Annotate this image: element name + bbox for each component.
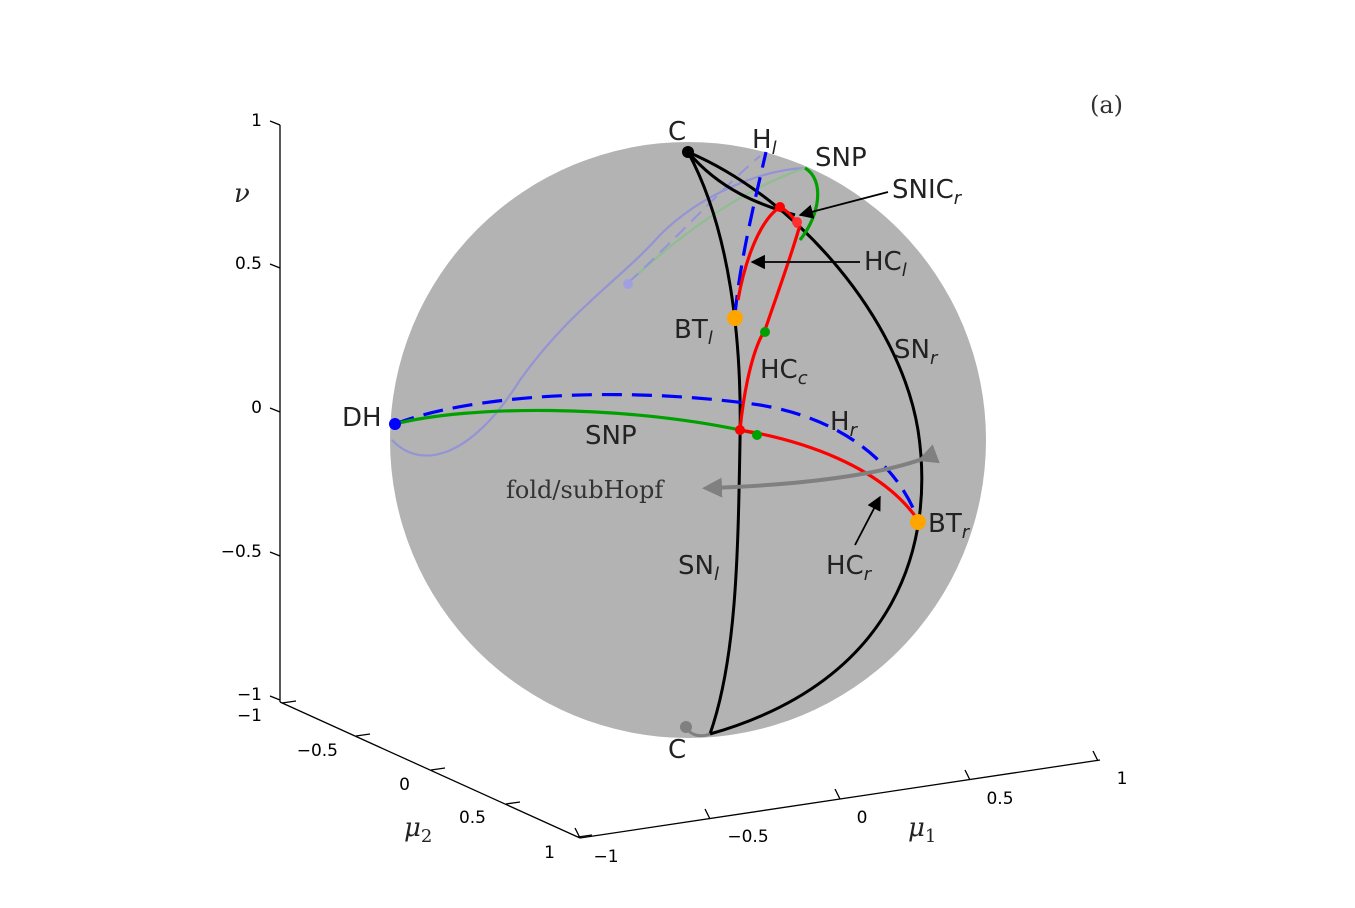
- sn-l-label: SNl: [678, 551, 719, 585]
- sn-left-curve: [686, 151, 742, 735]
- c-bottom-hook: [684, 726, 711, 738]
- snp-main-curve: [394, 408, 759, 436]
- mu1-tick-label: −0.5: [727, 827, 768, 847]
- snp-curves: [394, 166, 820, 436]
- hc-c-label: HCc: [760, 355, 808, 389]
- snic-arrow: [798, 191, 889, 219]
- snp-top-curve: [798, 166, 820, 241]
- parameter-sphere: [390, 142, 986, 738]
- bt-l-point: [727, 310, 743, 326]
- axes-frame: [269, 120, 1101, 839]
- bt-l-label: BTl: [674, 315, 713, 349]
- sn-upper-arc: [686, 151, 796, 217]
- annotation-arrows: [750, 191, 889, 546]
- c-top-point: [682, 146, 694, 158]
- hidden-snp-curve: [391, 166, 806, 457]
- hidden-curves: [391, 155, 806, 457]
- nu-tick-label: 0.5: [235, 254, 262, 274]
- c-top-label: C: [668, 117, 686, 147]
- hc-c-point: [760, 327, 770, 337]
- mu1-tick-label: 0.5: [986, 789, 1013, 809]
- snic-r-point: [775, 202, 785, 212]
- hidden-hopf-curve: [627, 155, 761, 284]
- mu2-tick-label: 1: [544, 843, 555, 863]
- mu2-tick-label: −1: [237, 706, 262, 726]
- mu1-axis-name: μ1: [908, 813, 936, 847]
- mu2-axis-name: μ2: [404, 813, 432, 847]
- sn-r-label: SNr: [894, 335, 939, 369]
- mu2-tick-labels: −1 −0.5 0 0.5 1: [237, 706, 555, 863]
- mu1-tick-label: 1: [1117, 769, 1128, 789]
- mu2-tick-label: 0.5: [459, 808, 486, 828]
- hc-r-arrow: [854, 495, 881, 546]
- nu-tick-label: −0.5: [221, 542, 262, 562]
- fold-subhopf-label: fold/subHopf: [506, 476, 665, 504]
- snic-r-label: SNICr: [892, 175, 963, 209]
- center-green-point: [752, 430, 762, 440]
- snp-mid-label: SNP: [585, 421, 637, 451]
- mu2-tick-label: −0.5: [297, 741, 338, 761]
- c-bottom-label: C: [668, 735, 686, 765]
- nu-tick-label: 0: [251, 398, 262, 418]
- snic-point-2: [792, 217, 802, 227]
- snp-top-label: SNP: [815, 143, 867, 173]
- dh-point: [389, 418, 401, 430]
- hidden-point: [623, 279, 633, 289]
- hc-l-label: HCl: [864, 247, 907, 281]
- mu1-tick-labels: −1 −0.5 0 0.5 1: [593, 769, 1127, 867]
- bt-r-label: BTr: [928, 509, 971, 543]
- mu1-tick-label: 0: [857, 808, 868, 828]
- bt-r-point: [910, 514, 926, 530]
- nu-axis-name: ν: [234, 179, 250, 209]
- h-r-label: Hr: [830, 407, 859, 441]
- center-red-point: [735, 425, 745, 435]
- mu2-tick-label: 0: [399, 775, 410, 795]
- nu-tick-label: 1: [251, 111, 262, 131]
- mu2-axis-line: [279, 701, 581, 839]
- dh-label: DH: [342, 403, 382, 433]
- mu1-tick-label: −1: [593, 847, 618, 867]
- hc-r-label: HCr: [826, 551, 873, 585]
- curve-labels: C C Hl SNP SNICr HCl BTl HCc SNr DH SNP …: [342, 117, 971, 765]
- fold-subhopf-arrow: [702, 444, 940, 498]
- nu-tick-labels: 1 0.5 0 −0.5 −1: [221, 111, 262, 705]
- panel-label: (a): [1090, 91, 1123, 119]
- nu-tick-label: −1: [237, 685, 262, 705]
- h-l-label: Hl: [752, 125, 777, 159]
